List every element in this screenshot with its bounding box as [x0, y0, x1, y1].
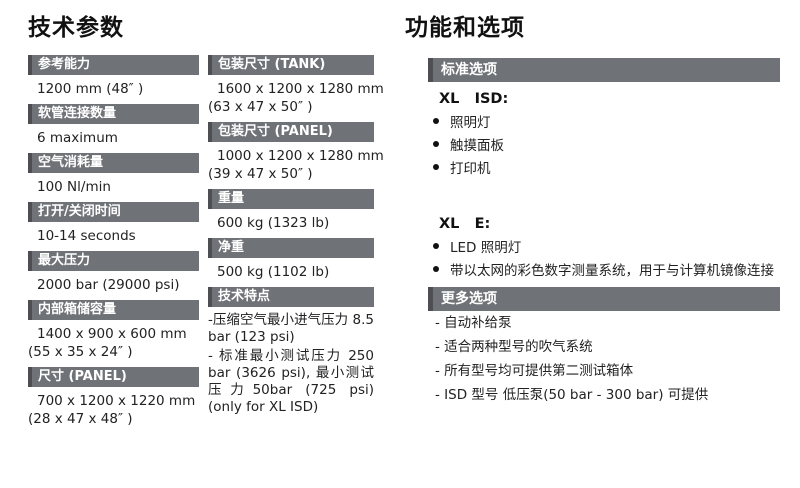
spec-value: (28 x 47 x 48″ ): [28, 411, 133, 427]
spec-value: 1600 x 1200 x 1280 mm: [217, 81, 384, 97]
spec-value: (39 x 47 x 50″ ): [208, 166, 313, 182]
option-label: 打印机: [450, 160, 491, 177]
spec-label: 内部箱储容量: [28, 300, 199, 320]
option-label: LED 照明灯: [450, 239, 522, 256]
option-item: LED 照明灯: [433, 234, 780, 257]
spec-value: (63 x 47 x 50″ ): [208, 99, 313, 115]
spec-value: 10-14 seconds: [37, 228, 136, 244]
option-label: 照明灯: [450, 114, 491, 131]
option-item: 带以太网的彩色数字测量系统，用于与计算机镜像连接: [433, 257, 780, 280]
spec-item: 重量 600 kg (1323 lb): [208, 189, 374, 238]
model-label-xl-e: XL E:: [439, 216, 491, 232]
spec-item: 净重 500 kg (1102 lb): [208, 238, 374, 287]
spec-item: 空气消耗量 100 Nl/min: [28, 153, 199, 202]
spec-item: 包装尺寸 (PANEL) 1000 x 1200 x 1280 mm (39 x…: [208, 122, 384, 189]
option-item: 照明灯: [433, 109, 780, 132]
spec-label: 软管连接数量: [28, 104, 199, 124]
spec-item: 参考能力 1200 mm (48″ ): [28, 55, 199, 104]
spec-column-a: 参考能力 1200 mm (48″ ) 软管连接数量 6 maximum 空气消…: [28, 55, 199, 434]
spec-label: 包装尺寸 (PANEL): [208, 122, 374, 142]
spec-value: 1000 x 1200 x 1280 mm: [217, 148, 384, 164]
left-section-title: 技术参数: [28, 15, 124, 41]
spec-label: 参考能力: [28, 55, 199, 75]
spec-value: 100 Nl/min: [37, 179, 111, 195]
model-label-xl-isd: XL ISD:: [439, 91, 509, 107]
more-options-header: 更多选项: [428, 287, 780, 311]
option-item: 打印机: [433, 155, 780, 178]
options-section: 标准选项 XL ISD: 照明灯 触摸面板 打印机 XL E: LED 照明灯 …: [428, 58, 780, 407]
spec-item: 内部箱储容量 1400 x 900 x 600 mm (55 x 35 x 24…: [28, 300, 199, 367]
bullet-icon: [433, 242, 439, 249]
spec-column-b: 包装尺寸 (TANK) 1600 x 1200 x 1280 mm (63 x …: [208, 55, 384, 424]
spec-value: 1400 x 900 x 600 mm: [37, 326, 187, 342]
more-option-item: - ISD 型号 低压泵(50 bar - 300 bar) 可提供: [435, 387, 709, 403]
spec-item: 尺寸 (PANEL) 700 x 1200 x 1220 mm (28 x 47…: [28, 367, 199, 434]
spec-value: 6 maximum: [37, 130, 118, 146]
bullet-icon: [433, 163, 439, 170]
more-option-item: - 自动补给泵: [435, 315, 512, 331]
more-option-item: - 适合两种型号的吹气系统: [435, 339, 593, 355]
spec-item: 打开/关闭时间 10-14 seconds: [28, 202, 199, 251]
spec-item: 包装尺寸 (TANK) 1600 x 1200 x 1280 mm (63 x …: [208, 55, 384, 122]
spec-item: 软管连接数量 6 maximum: [28, 104, 199, 153]
option-label: 触摸面板: [450, 137, 504, 154]
spec-item: 最大压力 2000 bar (29000 psi): [28, 251, 199, 300]
spec-label: 技术特点: [208, 287, 374, 307]
spec-value: 1200 mm (48″ ): [37, 81, 144, 97]
spec-label: 尺寸 (PANEL): [28, 367, 199, 387]
spec-label: 最大压力: [28, 251, 199, 271]
spec-value: 2000 bar (29000 psi): [37, 277, 180, 293]
spec-value: 500 kg (1102 lb): [217, 264, 330, 280]
more-option-item: - 所有型号均可提供第二测试箱体: [435, 363, 634, 379]
spec-item: 技术特点 -压缩空气最小进气压力 8.5 bar (123 psi) - 标准最…: [208, 287, 374, 424]
spec-label: 包装尺寸 (TANK): [208, 55, 374, 75]
spec-value: (55 x 35 x 24″ ): [28, 344, 133, 360]
bullet-icon: [433, 140, 439, 147]
tech-feature-paragraph: -压缩空气最小进气压力 8.5 bar (123 psi): [208, 312, 374, 345]
right-section-title: 功能和选项: [405, 15, 525, 41]
spec-label: 空气消耗量: [28, 153, 199, 173]
spec-label: 净重: [208, 238, 374, 258]
spec-label: 重量: [208, 189, 374, 209]
spec-value: 600 kg (1323 lb): [217, 215, 330, 231]
tech-feature-paragraph: - 标准最小测试压力 250 bar (3626 psi), 最小测试压力50b…: [208, 348, 374, 415]
option-label: 带以太网的彩色数字测量系统，用于与计算机镜像连接: [450, 262, 774, 279]
standard-options-header: 标准选项: [428, 58, 780, 82]
bullet-icon: [433, 117, 439, 124]
option-item: 触摸面板: [433, 132, 780, 155]
spec-value: 700 x 1200 x 1220 mm: [37, 393, 196, 409]
bullet-icon: [433, 265, 439, 272]
spec-label: 打开/关闭时间: [28, 202, 199, 222]
